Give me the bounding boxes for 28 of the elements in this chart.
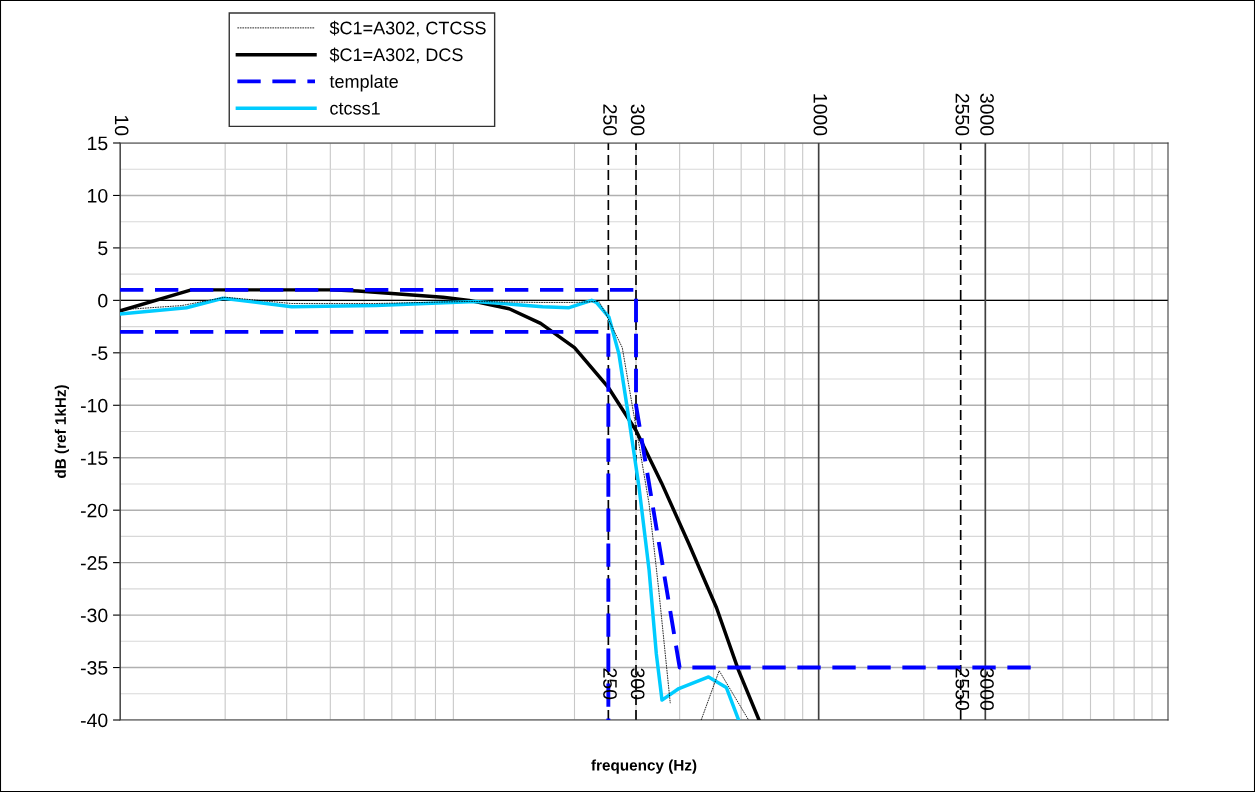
y-tick-label: -25 xyxy=(80,556,108,570)
y-tick-label: 15 xyxy=(88,136,108,151)
y-tick-label: -5 xyxy=(91,346,108,361)
annotation: 250 xyxy=(603,668,617,700)
y-axis-title: dB (ref 1kHz) xyxy=(54,385,69,478)
y-tick-label: -30 xyxy=(80,608,108,623)
ref-line-label: 300 xyxy=(630,104,645,136)
y-tick-label: 0 xyxy=(98,293,108,308)
y-tick-label: 10 xyxy=(88,188,108,203)
x-axis-title: frequency (Hz) xyxy=(591,759,697,774)
annotation: 2550 xyxy=(955,668,970,711)
annotation: 300 xyxy=(630,668,645,700)
ref-line-label: 250 xyxy=(603,104,617,136)
ref-line-label: 1000 xyxy=(813,94,828,136)
y-tick-label: -40 xyxy=(80,713,108,728)
y-tick-label: -20 xyxy=(80,503,108,518)
legend-label: template xyxy=(329,74,398,92)
y-tick-label: 5 xyxy=(98,241,108,256)
legend-label: ctcss1 xyxy=(330,102,380,115)
ref-line-label: 3000 xyxy=(980,93,994,136)
legend-label: $C1=A302, DCS xyxy=(329,47,463,64)
ref-line-label: 10 xyxy=(114,115,129,136)
ref-line-label: 2550 xyxy=(955,93,970,136)
y-tick-label: -35 xyxy=(80,661,108,675)
y-tick-label: -15 xyxy=(80,451,108,465)
y-tick-label: -10 xyxy=(80,398,108,413)
annotation: 3000 xyxy=(980,668,994,711)
legend-label: $C1=A302, CTCSS xyxy=(329,20,486,37)
